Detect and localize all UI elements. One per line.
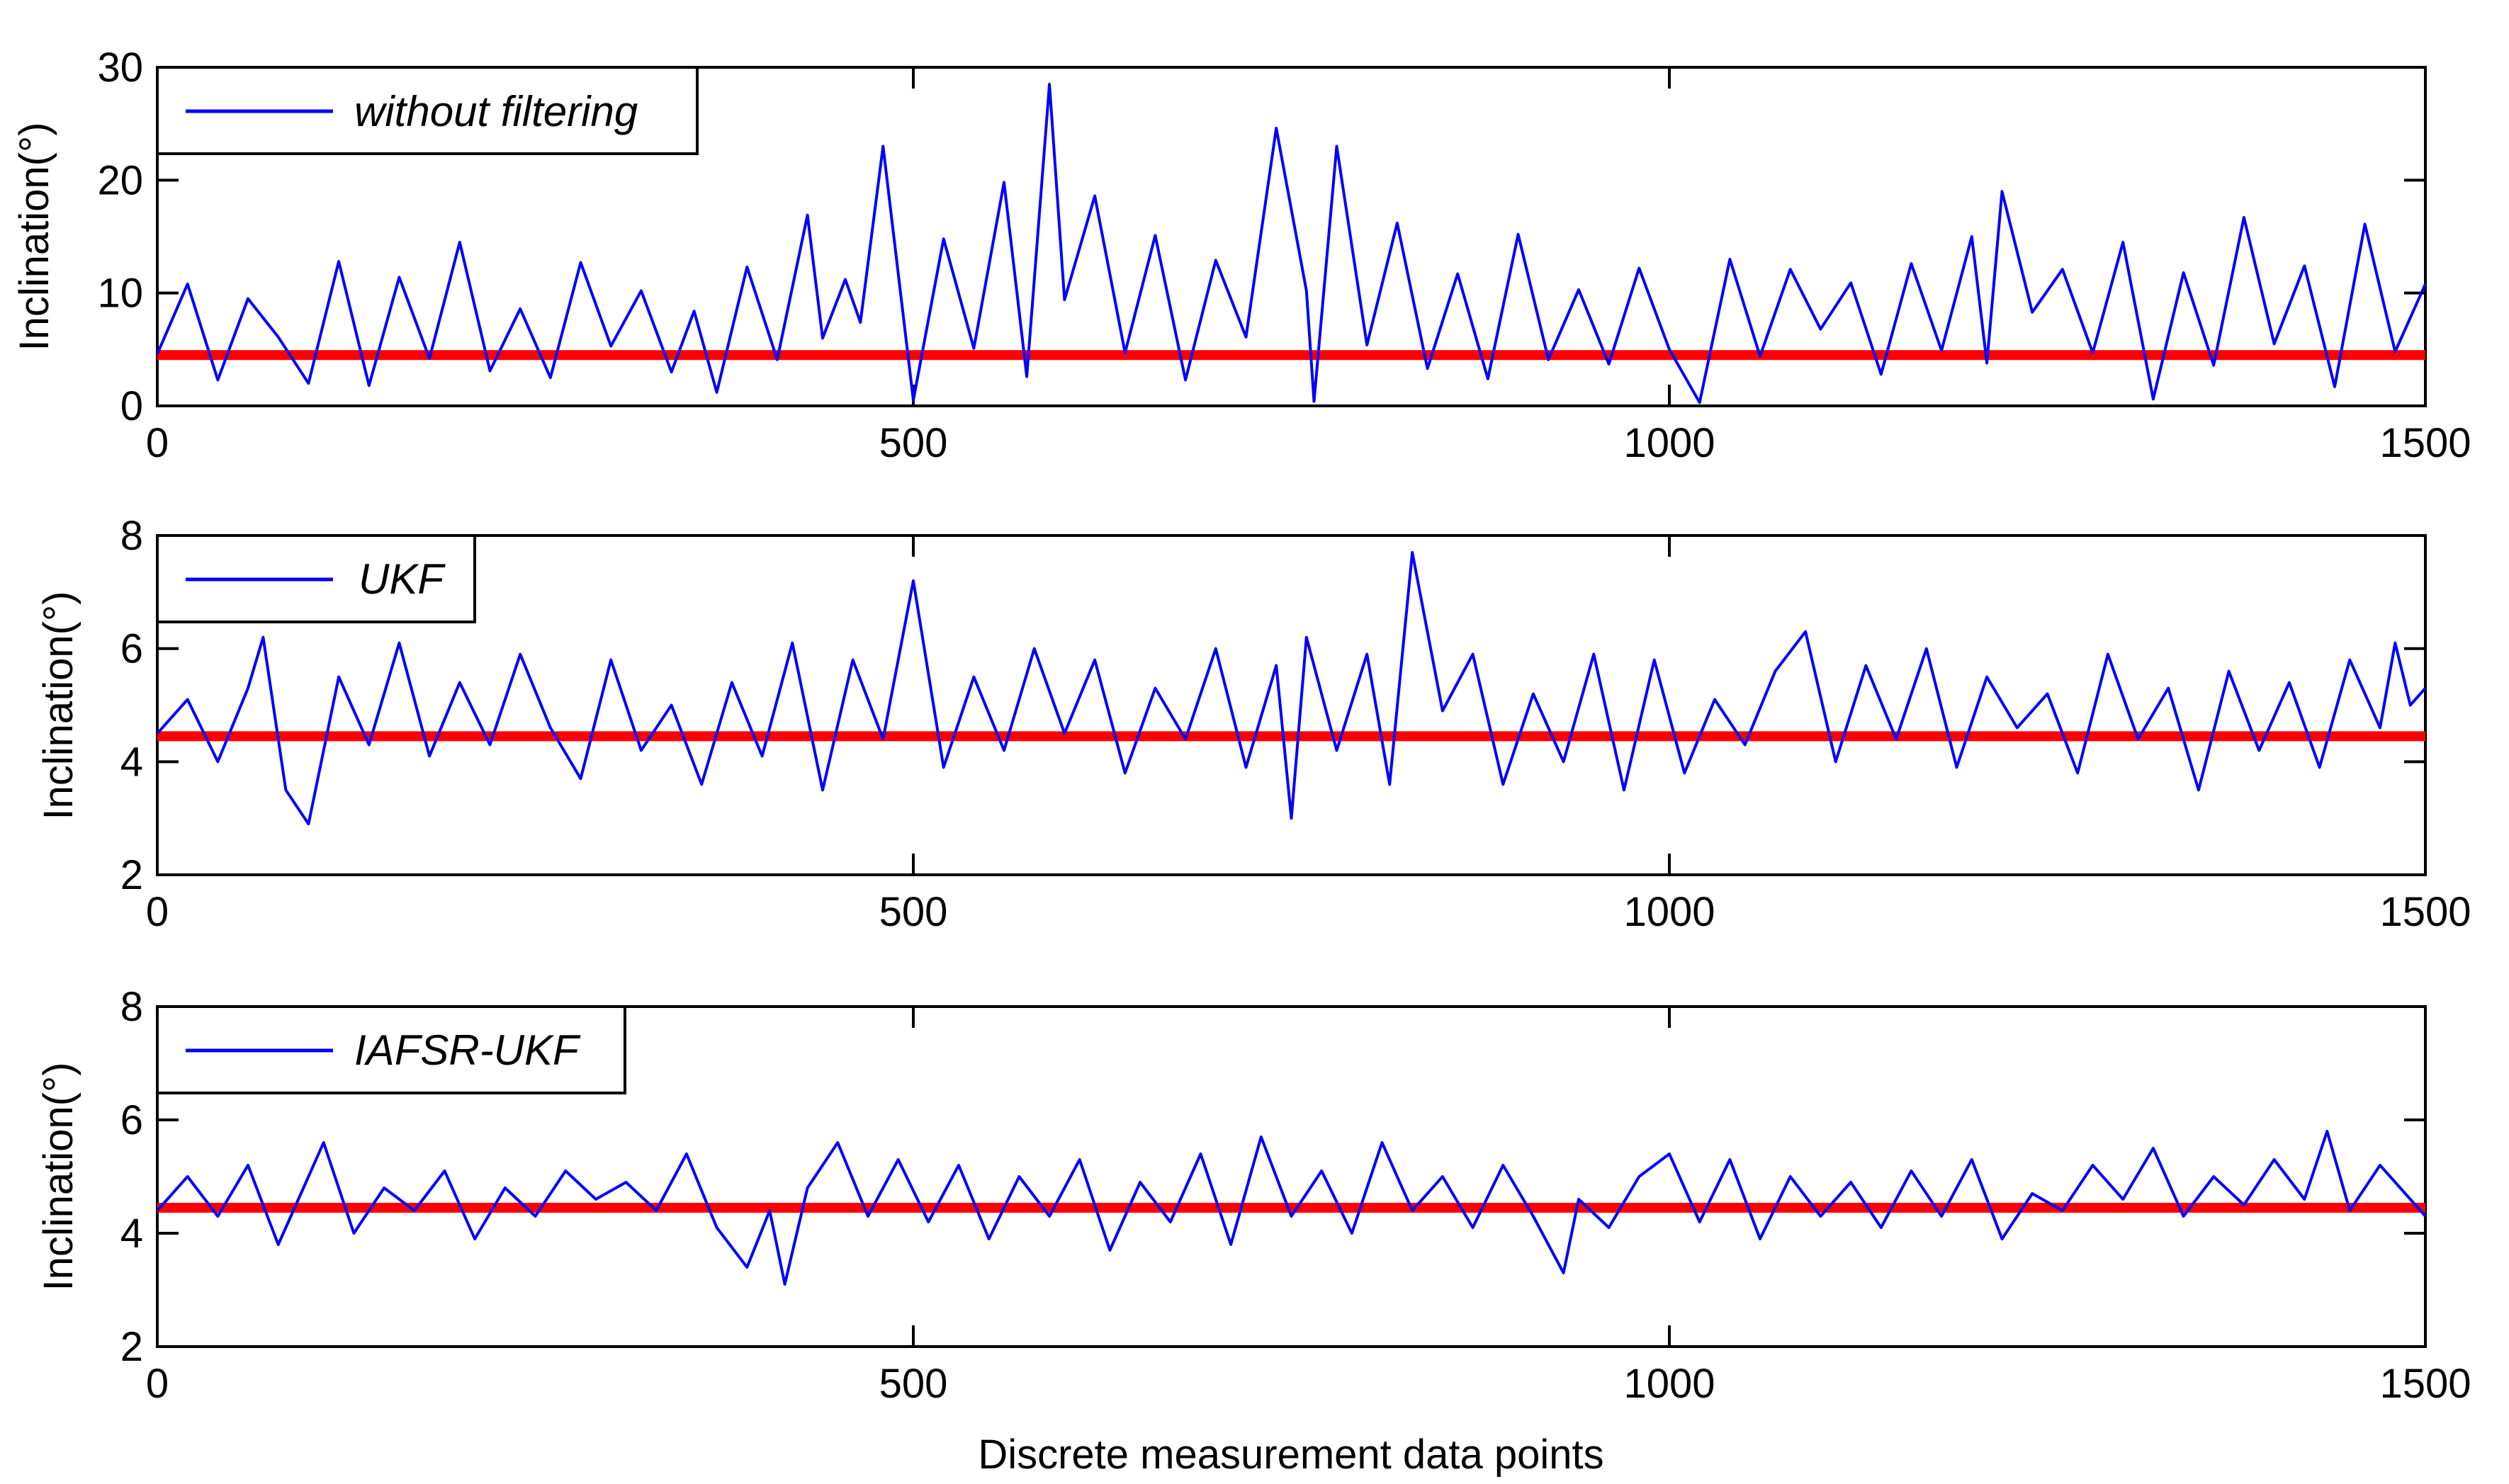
x-tick-label: 1000 xyxy=(1623,420,1715,466)
series-line xyxy=(156,551,2427,826)
x-tick-labels: 0 500 1000 1500 xyxy=(146,889,2471,935)
x-tick-labels: 0 500 1000 1500 xyxy=(146,1361,2471,1407)
legend-label: IAFSR-UKF xyxy=(354,1026,581,1074)
x-tick-labels: 0 500 1000 1500 xyxy=(146,420,2471,466)
legend: without filtering xyxy=(156,66,699,155)
y-tick-label: 6 xyxy=(120,626,143,672)
legend-label: UKF xyxy=(359,555,446,603)
y-axis-label: Inclination(°) xyxy=(35,1063,81,1291)
x-tick-label: 0 xyxy=(146,1361,169,1407)
x-tick-label: 500 xyxy=(879,1361,948,1407)
x-tick-label: 500 xyxy=(879,889,948,935)
plot-frame xyxy=(156,534,2427,876)
series-line xyxy=(156,1130,2427,1286)
x-tick-label: 500 xyxy=(879,420,948,466)
y-tick-labels: 2 4 6 8 xyxy=(120,513,143,898)
series-line xyxy=(156,82,2427,404)
x-tick-label: 1500 xyxy=(2379,420,2471,466)
y-tick-label: 30 xyxy=(97,45,143,91)
y-tick-label: 4 xyxy=(120,1211,143,1257)
x-tick-label: 1500 xyxy=(2379,1361,2471,1407)
y-tick-label: 20 xyxy=(97,157,143,203)
series-line-without-filtering xyxy=(156,82,2427,404)
y-tick-label: 8 xyxy=(120,513,143,559)
x-tick-label: 1500 xyxy=(2379,889,2471,935)
series-line-iafsr-ukf xyxy=(156,1130,2427,1286)
y-tick-label: 8 xyxy=(120,984,143,1030)
series-line-ukf xyxy=(156,551,2427,826)
x-tick-label: 1000 xyxy=(1623,1361,1715,1407)
y-tick-labels: 0 10 20 30 xyxy=(97,45,143,429)
plot-frame xyxy=(156,66,2427,407)
x-axis-label: Discrete measurement data points xyxy=(978,1432,1603,1478)
y-tick-labels: 2 4 6 8 xyxy=(120,984,143,1370)
legend-label: without filtering xyxy=(354,88,638,135)
x-tick-label: 1000 xyxy=(1623,889,1715,935)
panel-ukf: 2 4 6 8 0 500 1000 1500 Inclination(°) UKF xyxy=(35,513,2471,935)
y-tick-label: 6 xyxy=(120,1097,143,1143)
y-tick-label: 2 xyxy=(120,1324,143,1370)
panel-iafsr-ukf: 2 4 6 8 0 500 1000 1500 Inclination(°) IAFSR-U… xyxy=(35,984,2471,1407)
plot-frame xyxy=(156,1005,2427,1348)
legend: IAFSR-UKF xyxy=(156,1005,626,1094)
y-tick-label: 0 xyxy=(120,383,143,429)
x-tick-label: 0 xyxy=(146,889,169,935)
y-tick-label: 2 xyxy=(120,852,143,898)
panel-without-filtering: 0 10 20 30 0 500 1000 1500 Inclination(°) with… xyxy=(11,45,2471,466)
x-tick-label: 0 xyxy=(146,420,169,466)
y-axis-label: Inclination(°) xyxy=(35,591,81,820)
legend: UKF xyxy=(156,534,476,623)
y-tick-label: 10 xyxy=(97,271,143,317)
y-tick-label: 4 xyxy=(120,739,143,785)
y-axis-label: Inclination(°) xyxy=(11,123,57,351)
